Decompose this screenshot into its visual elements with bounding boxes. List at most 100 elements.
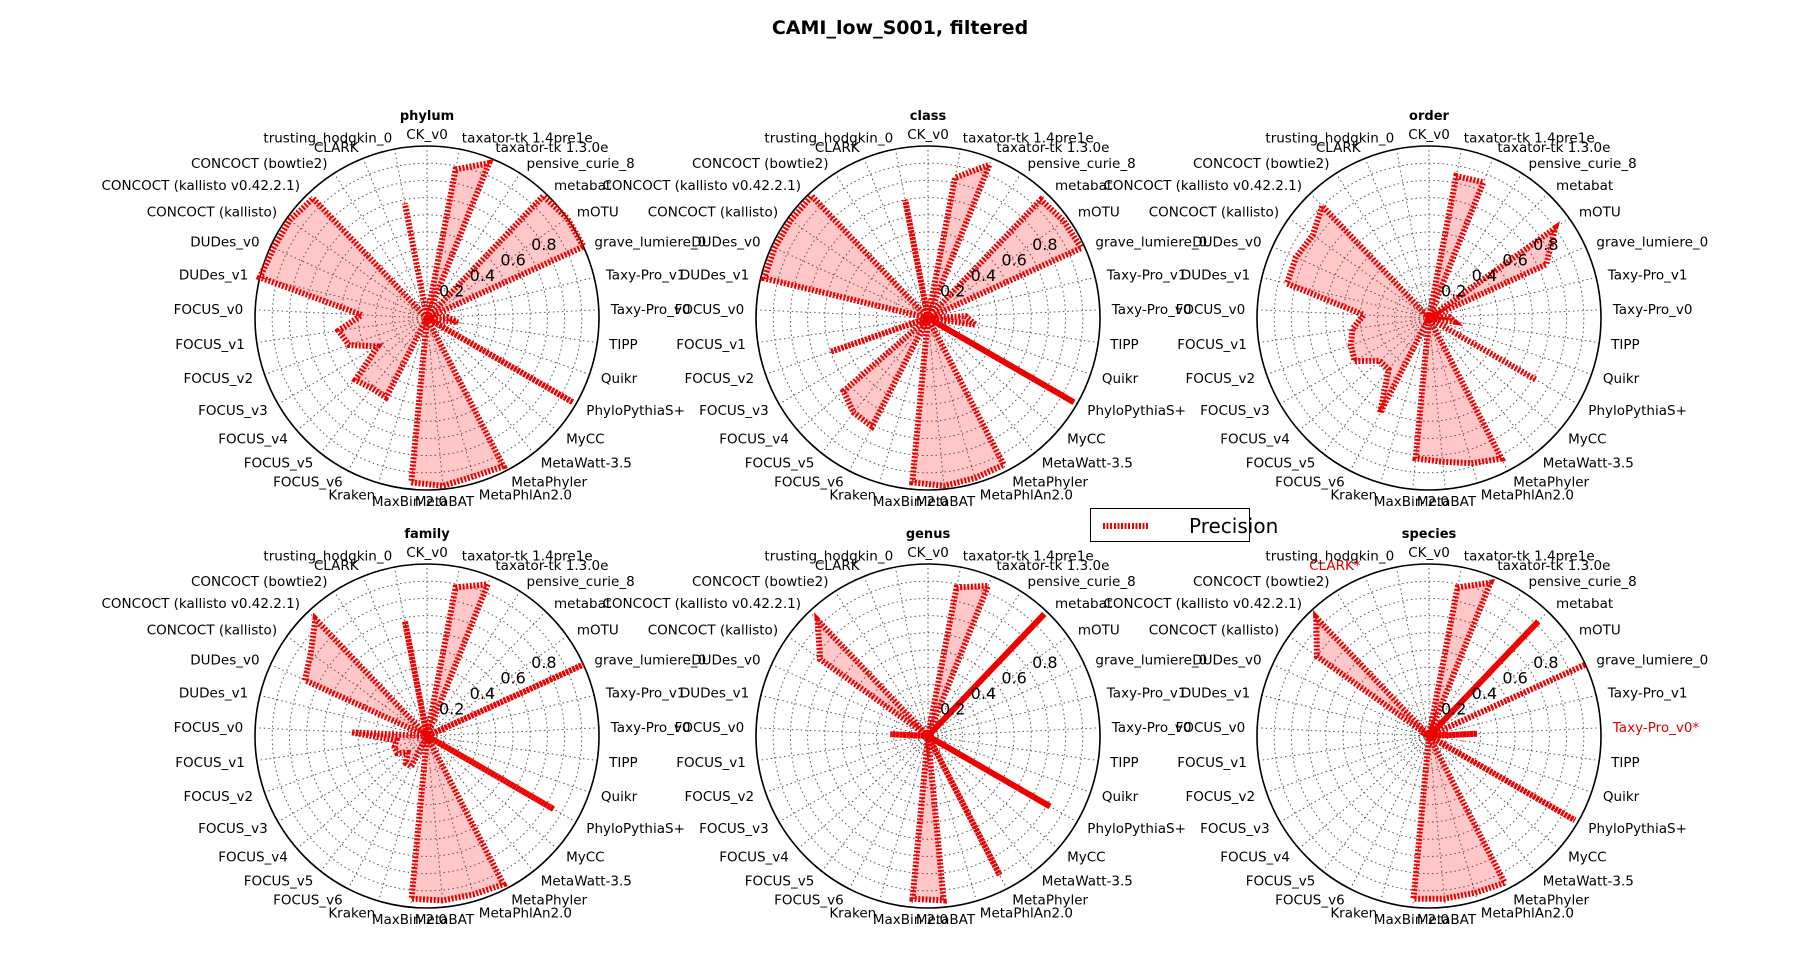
category-label: FOCUS_v2 <box>684 371 754 387</box>
category-label: grave_lumiere_0 <box>1095 235 1207 251</box>
grid-ring <box>893 701 963 771</box>
radar-class: class 0.2 0.4 0.6 0.8 CK_v0 taxator-tk 1.4pre1… <box>603 109 1208 510</box>
grid-ring <box>841 231 1015 405</box>
category-label: grave_lumiere_0 <box>1095 653 1207 669</box>
grid-ring <box>1325 214 1533 422</box>
category-label: CLARK <box>815 558 861 574</box>
grid-ring <box>1376 683 1482 789</box>
category-label: grave_lumiere_0 <box>594 235 706 251</box>
category-label: metabat <box>1556 178 1613 194</box>
grid-spoke <box>1428 317 1560 431</box>
grid-spoke <box>771 246 929 319</box>
legend-label: Precision <box>1189 514 1279 538</box>
category-label: MetaWatt-3.5 <box>1042 874 1133 890</box>
grid-spoke <box>426 735 598 761</box>
category-label: taxator-tk 1.4pre1e <box>462 130 593 146</box>
grid-spoke <box>927 735 1059 849</box>
category-label: pensive_curie_8 <box>1529 156 1637 172</box>
grid-spoke <box>255 309 428 319</box>
category-label: FOCUS_v3 <box>699 403 769 419</box>
grid-spoke <box>259 276 428 319</box>
radar-family: family 0.2 0.4 0.6 0.8 CK_v0 taxator-tk 1.4pre… <box>102 527 707 928</box>
grid-spoke <box>1395 149 1430 319</box>
grid-spoke <box>927 309 1100 319</box>
category-label: mOTU <box>1078 622 1120 638</box>
category-label: FOCUS_v3 <box>699 821 769 837</box>
grid-spoke <box>320 317 428 454</box>
category-label: FOCUS_v2 <box>684 789 754 805</box>
precision-area <box>764 164 1082 486</box>
category-label: FOCUS_v5 <box>745 874 815 890</box>
grid-spoke <box>1428 317 1446 490</box>
category-label: Taxy-Pro_v1 <box>1607 686 1688 702</box>
grid-spoke <box>393 149 428 319</box>
grid-spoke <box>1428 694 1597 737</box>
category-label: MetaBAT <box>916 494 976 510</box>
category-label: Quikr <box>1603 371 1640 387</box>
grid-spoke <box>426 635 568 737</box>
category-label: PhyloPythiaS+ <box>1588 403 1687 419</box>
grid-spoke <box>426 317 590 375</box>
category-label: Quikr <box>1603 789 1640 805</box>
category-label: FOCUS_v3 <box>1200 403 1270 419</box>
grid-spoke <box>426 694 595 737</box>
outer-ring <box>1256 145 1602 491</box>
category-label: pensive_curie_8 <box>1028 574 1136 590</box>
category-label: Kraken <box>328 488 375 504</box>
radar-order: order 0.2 0.4 0.6 0.8 CK_v0 taxator-tk 1.4pre1… <box>1104 109 1709 510</box>
grid-spoke <box>426 246 584 319</box>
category-label: taxator-tk 1.3.0e <box>996 140 1109 156</box>
category-label: DUDes_v1 <box>680 268 749 284</box>
grid-ring <box>323 214 531 422</box>
grid-ring <box>824 214 1032 422</box>
grid-spoke <box>1428 735 1536 872</box>
grid-spoke <box>426 317 558 431</box>
grid-spoke <box>378 317 428 484</box>
category-label: FOCUS_v4 <box>719 850 789 866</box>
category-label: MetaWatt-3.5 <box>541 456 632 472</box>
grid-spoke <box>1428 735 1600 761</box>
category-label: MetaPhlAn2.0 <box>479 488 572 504</box>
category-label: CLARK <box>815 140 861 156</box>
category-label: Taxy-Pro_v1 <box>605 268 686 284</box>
grid-spoke <box>894 149 929 319</box>
grid-spoke <box>362 158 428 319</box>
outer-ring <box>254 563 600 909</box>
grid-ring <box>1342 231 1516 405</box>
category-label: FOCUS_v4 <box>1220 850 1290 866</box>
category-label: MetaPhyler <box>1513 475 1589 491</box>
grid-spoke <box>426 591 521 737</box>
category-label: FOCUS_v2 <box>1185 371 1255 387</box>
grid-spoke <box>1272 664 1430 737</box>
category-label: grave_lumiere_0 <box>1596 235 1708 251</box>
grid-ring <box>357 666 497 806</box>
category-label: MetaWatt-3.5 <box>541 874 632 890</box>
grid-spoke <box>1380 317 1430 484</box>
grid-spoke <box>362 576 428 737</box>
category-label: Taxy-Pro_v0 <box>1111 720 1192 736</box>
grid-ring <box>910 718 946 754</box>
category-label: MyCC <box>566 850 605 866</box>
category-label: FOCUS_v1 <box>1177 755 1247 771</box>
grid-spoke <box>927 735 1091 793</box>
category-label: FOCUS_v5 <box>1246 874 1316 890</box>
grid-spoke <box>270 246 428 319</box>
grid-ring <box>875 265 981 371</box>
category-label: taxator-tk 1.4pre1e <box>1464 130 1595 146</box>
radial-tick-label: 0.8 <box>1533 653 1558 672</box>
grid-spoke <box>1395 567 1430 737</box>
category-label: MetaPhlAn2.0 <box>980 906 1073 922</box>
grid-spoke <box>879 735 929 902</box>
radial-tick-label: 0.6 <box>1502 250 1527 269</box>
grid-spoke <box>927 735 1099 761</box>
category-label: FOCUS_v3 <box>198 821 268 837</box>
grid-spoke <box>778 735 929 823</box>
category-label: taxator-tk 1.3.0e <box>996 558 1109 574</box>
radial-tick-label: 0.4 <box>470 266 495 285</box>
subplot-title: class <box>910 109 947 124</box>
category-label: MaxBin 2.0 <box>873 494 948 510</box>
category-label: FOCUS_v6 <box>1275 893 1345 909</box>
radial-tick-label: 0.8 <box>1032 653 1057 672</box>
grid-spoke <box>778 317 929 405</box>
grid-spoke <box>426 735 558 849</box>
